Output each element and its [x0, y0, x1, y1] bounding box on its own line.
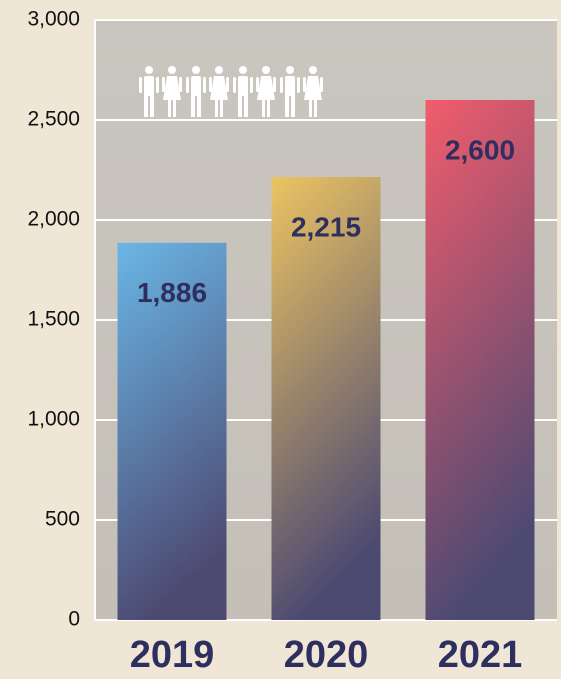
person-icon — [256, 66, 276, 117]
value-label: 1,886 — [137, 277, 207, 308]
y-tick-label: 0 — [68, 608, 80, 631]
y-tick-label: 2,000 — [27, 208, 80, 231]
person-icon — [139, 66, 159, 117]
bar — [425, 100, 535, 620]
person-icon — [303, 66, 323, 117]
y-tick-label: 2,500 — [27, 108, 80, 131]
value-label: 2,215 — [291, 211, 361, 242]
x-tick-label: 2019 — [130, 634, 215, 676]
y-tick-label: 3,000 — [27, 8, 80, 31]
person-icon — [280, 66, 300, 117]
x-tick-label: 2021 — [438, 634, 523, 676]
person-icon — [186, 66, 206, 117]
x-tick-label: 2020 — [284, 634, 369, 676]
bar — [271, 177, 381, 620]
bar — [117, 242, 227, 621]
person-icon — [209, 66, 229, 117]
people-icons — [139, 66, 323, 117]
person-icon — [162, 66, 182, 117]
value-label: 2,600 — [445, 134, 515, 165]
y-tick-label: 1,500 — [27, 308, 80, 331]
y-tick-label: 500 — [45, 508, 80, 531]
person-icon — [233, 66, 253, 117]
y-tick-label: 1,000 — [27, 408, 80, 431]
